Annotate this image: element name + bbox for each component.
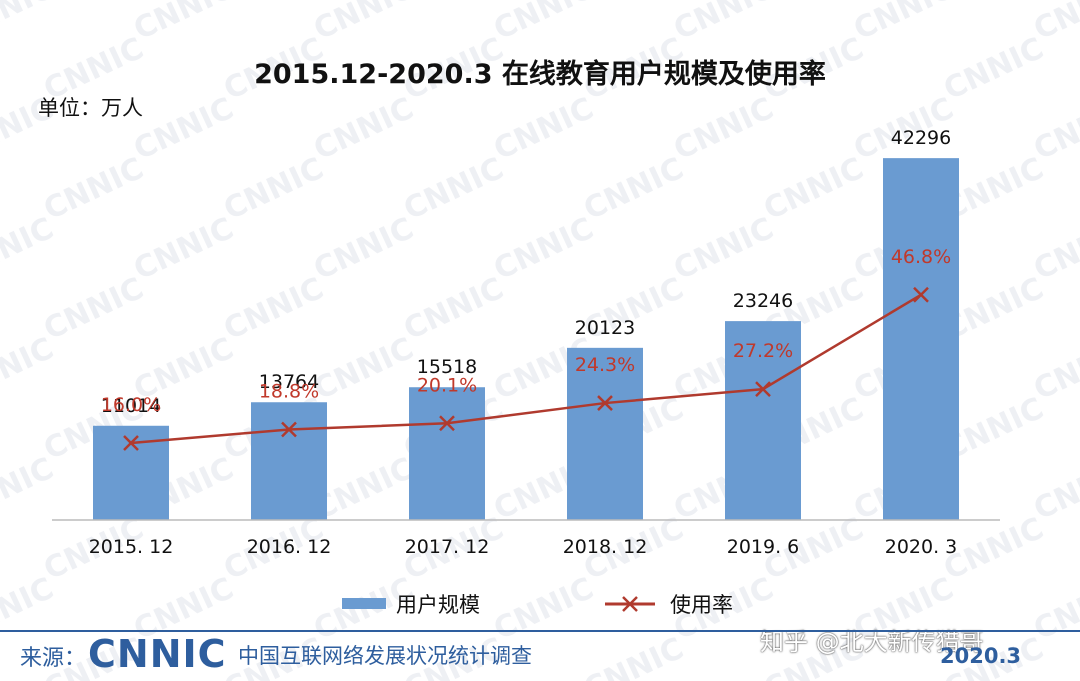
- credit-watermark: 知乎 @北大新传猎哥: [760, 628, 984, 656]
- legend: 用户规模 使用率: [342, 593, 733, 617]
- rate-marker-3: [597, 395, 613, 411]
- legend-line-label: 使用率: [670, 593, 733, 617]
- rate-line-series: [123, 286, 929, 451]
- rate-value-label-5: 46.8%: [891, 246, 951, 268]
- rate-marker-4: [755, 381, 771, 397]
- category-label-5: 2020. 3: [885, 536, 958, 558]
- legend-line-marker: [622, 596, 638, 612]
- bar-value-label-3: 20123: [575, 317, 635, 339]
- bar-value-label-4: 23246: [733, 290, 793, 312]
- category-label-1: 2016. 12: [247, 536, 332, 558]
- chart-title: 2015.12-2020.3 在线教育用户规模及使用率: [254, 59, 826, 90]
- bar-value-label-2: 15518: [417, 356, 477, 378]
- bar-value-label-0: 11014: [101, 395, 161, 417]
- legend-bar-label: 用户规模: [396, 593, 480, 617]
- source-footer: 来源： CNNIC 中国互联网络发展状况统计调查 2020.3: [0, 630, 1080, 681]
- rate-value-label-3: 24.3%: [575, 354, 635, 376]
- rate-line: [130, 293, 922, 445]
- category-label-4: 2019. 6: [727, 536, 800, 558]
- bar-4: [725, 321, 801, 520]
- category-label-3: 2018. 12: [563, 536, 648, 558]
- rate-marker-5: [913, 286, 929, 303]
- rate-value-label-2: 20.1%: [417, 374, 477, 396]
- bar-3: [567, 347, 643, 520]
- bar-series: [93, 158, 959, 520]
- rate-marker-2: [439, 415, 455, 432]
- footer-divider: [0, 630, 1080, 632]
- bar-value-label-5: 42296: [891, 127, 951, 149]
- rate-value-label-1: 18.8%: [259, 381, 319, 403]
- data-labels: 11014 13764 15518 20123 23246 42296 16.0% 18.8%…: [101, 127, 951, 417]
- cnnic-logo: CNNIC: [88, 632, 227, 676]
- category-label-2: 2017. 12: [405, 536, 490, 558]
- rate-marker-0: [123, 435, 139, 451]
- survey-name: 中国互联网络发展状况统计调查: [238, 644, 532, 668]
- source-label: 来源：: [20, 646, 87, 671]
- survey-date: 2020.3: [940, 644, 1022, 668]
- legend-bar-swatch: [342, 598, 386, 609]
- bar-2: [409, 387, 485, 520]
- rate-marker-1: [281, 421, 297, 438]
- rate-value-label-0: 16.0%: [101, 394, 161, 416]
- bar-1: [251, 402, 327, 520]
- category-labels: 2015. 12 2016. 12 2017. 12 2018. 12 2019. 6 2…: [89, 536, 958, 558]
- rate-value-label-4: 27.2%: [733, 340, 793, 362]
- bar-5: [883, 158, 959, 520]
- category-label-0: 2015. 12: [89, 536, 174, 558]
- unit-label: 单位：万人: [38, 96, 143, 120]
- bar-value-label-1: 13764: [259, 371, 319, 393]
